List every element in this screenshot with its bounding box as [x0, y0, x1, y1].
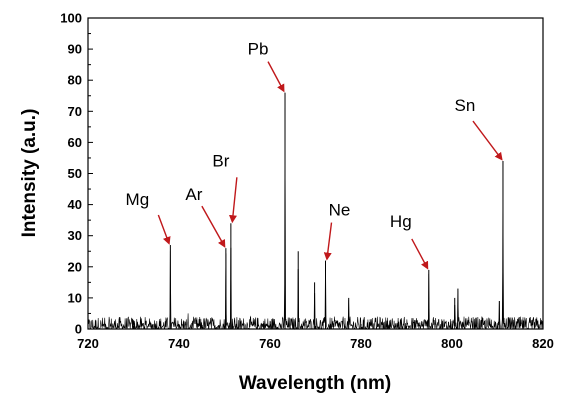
- annotation-arrow: [411, 238, 429, 270]
- y-axis: 0 10 20 30 40 50 60 70 80 90 100: [60, 11, 93, 337]
- y-tick-label: 0: [75, 322, 82, 337]
- peak-label-ar: Ar: [185, 185, 202, 204]
- spectrum-line: [87, 107, 543, 331]
- y-tick-label: 60: [68, 135, 82, 150]
- y-tick-label: 80: [68, 73, 82, 88]
- y-tick-label: 50: [68, 166, 82, 181]
- x-tick-label: 720: [77, 336, 99, 351]
- plot-frame: [87, 17, 544, 330]
- y-tick-label: 90: [68, 42, 82, 57]
- y-tick-label: 40: [68, 197, 82, 212]
- annotation-arrow: [201, 205, 226, 248]
- y-tick-label: 100: [60, 11, 82, 26]
- annotation-arrow: [472, 120, 503, 161]
- x-tick-label: 800: [441, 336, 463, 351]
- peak-annotations: Mg Ar Br Pb Ne Hg Sn: [126, 40, 503, 270]
- x-tick-label: 740: [168, 336, 190, 351]
- peak-label-mg: Mg: [126, 190, 150, 209]
- spectrum-series: [87, 92, 543, 331]
- peak-label-hg: Hg: [390, 212, 412, 231]
- y-tick-label: 10: [68, 290, 82, 305]
- annotation-arrow: [229, 177, 238, 224]
- annotation-arrow: [323, 222, 333, 261]
- annotation-arrow: [157, 214, 171, 245]
- peak-label-br: Br: [212, 151, 229, 170]
- x-tick-label: 820: [532, 336, 554, 351]
- peak-label-sn: Sn: [455, 96, 476, 115]
- y-tick-label: 20: [68, 259, 82, 274]
- peak-label-pb: Pb: [248, 40, 269, 59]
- x-axis: 720 740 760 780 800 820: [77, 324, 554, 351]
- y-tick-label: 30: [68, 228, 82, 243]
- x-tick-label: 760: [259, 336, 281, 351]
- annotation-arrow: [267, 61, 285, 93]
- x-tick-label: 780: [350, 336, 372, 351]
- y-axis-label: Intensity (a.u.): [19, 109, 40, 238]
- y-tick-label: 70: [68, 104, 82, 119]
- x-axis-label: Wavelength (nm): [239, 373, 391, 394]
- peak-label-ne: Ne: [329, 201, 351, 220]
